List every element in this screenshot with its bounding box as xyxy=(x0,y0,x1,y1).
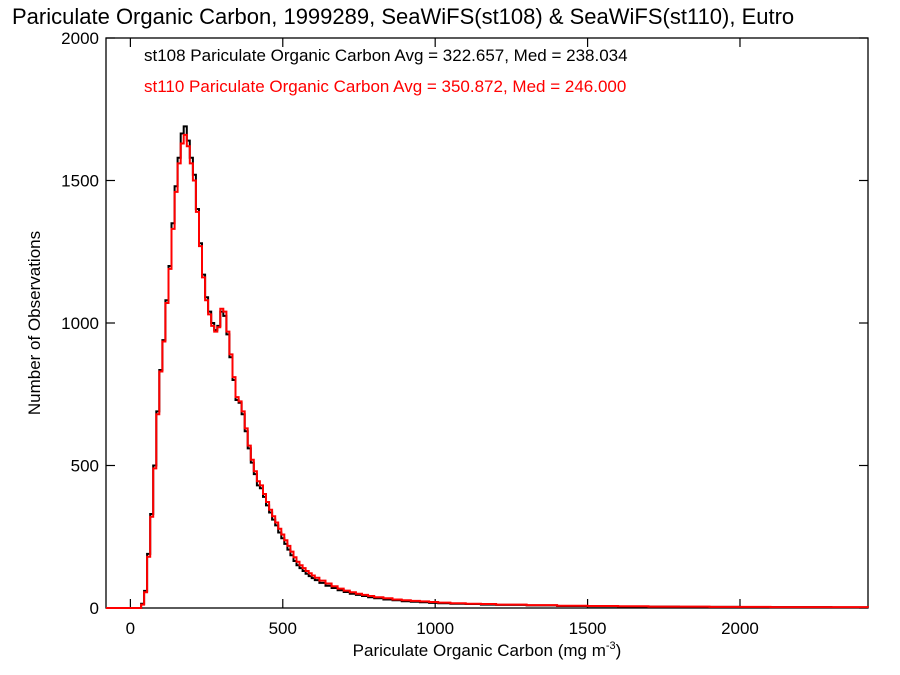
y-tick-label-3: 1500 xyxy=(61,172,99,191)
y-axis-label: Number of Observations xyxy=(25,231,44,415)
x-tick-label-1: 500 xyxy=(269,619,297,638)
y-tick-label-2: 1000 xyxy=(61,314,99,333)
series-line-st110 xyxy=(106,133,869,609)
y-tick-label-1: 500 xyxy=(71,457,99,476)
series-line-st108 xyxy=(106,125,868,609)
x-axis-label: Pariculate Organic Carbon (mg m-3) xyxy=(353,640,622,660)
chart-title: Pariculate Organic Carbon, 1999289, SeaW… xyxy=(12,4,794,29)
legend-st110: st110 Pariculate Organic Carbon Avg = 35… xyxy=(144,77,626,96)
x-tick-label-3: 1500 xyxy=(569,619,607,638)
x-tick-label-2: 1000 xyxy=(416,619,454,638)
x-tick-label-0: 0 xyxy=(126,619,135,638)
legend-st108: st108 Pariculate Organic Carbon Avg = 32… xyxy=(144,46,628,65)
x-axis-label-main: Pariculate Organic Carbon (mg m xyxy=(353,641,606,660)
y-tick-label-0: 0 xyxy=(90,599,99,618)
x-axis-label-end: ) xyxy=(616,641,622,660)
series-lines xyxy=(106,125,869,609)
x-axis-label-superscript: -3 xyxy=(606,640,616,652)
x-tick-label-4: 2000 xyxy=(721,619,759,638)
y-tick-label-4: 2000 xyxy=(61,29,99,48)
axis-ticks: 0 500 1000 1500 2000 0 500 1000 1500 2000 xyxy=(61,29,868,638)
